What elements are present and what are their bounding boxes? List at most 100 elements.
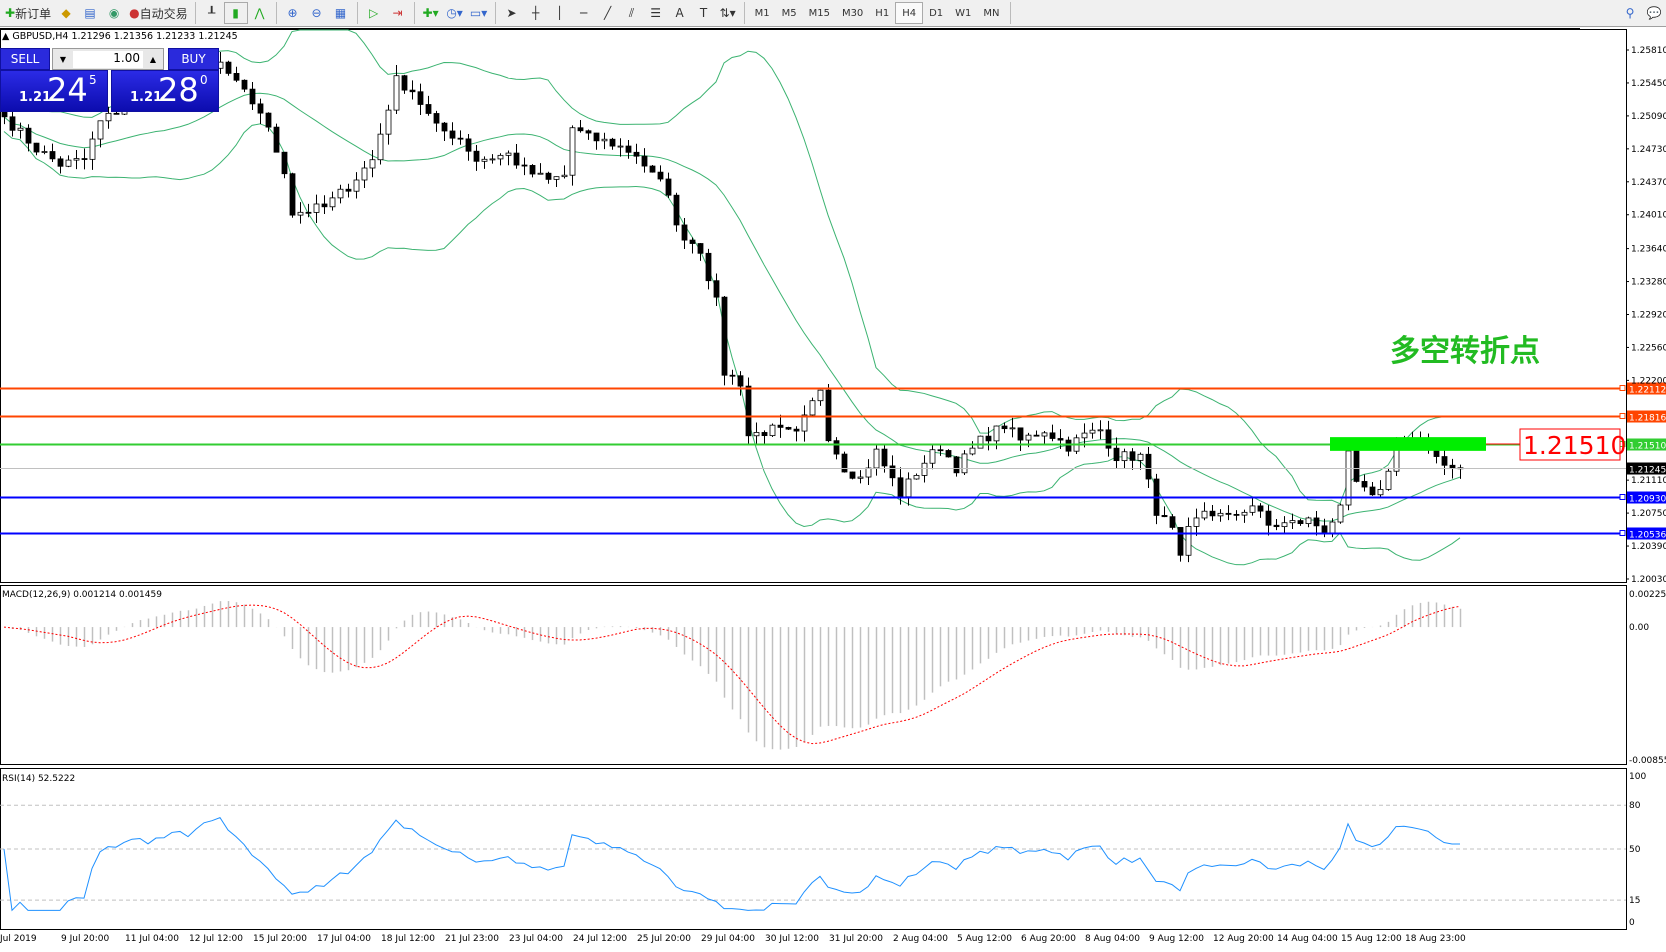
bar-chart-icon[interactable]: ┸	[207, 6, 216, 20]
candle-body	[1273, 524, 1280, 528]
candle-body	[369, 159, 376, 169]
periods-icon[interactable]: ◷▾	[446, 6, 463, 20]
sell-price[interactable]: 1.21 24 5	[0, 70, 108, 112]
candle-body	[457, 137, 464, 140]
candle-body	[697, 243, 704, 254]
candle	[505, 150, 512, 166]
crosshair-icon[interactable]: ┼	[531, 6, 540, 20]
templates-icon[interactable]: ▭▾	[469, 6, 488, 20]
candle	[1065, 436, 1072, 457]
tile-windows-icon[interactable]: ▦	[334, 6, 347, 20]
candle-body	[513, 152, 520, 166]
signals-icon[interactable]: ◉	[108, 6, 120, 20]
trendline-icon[interactable]: ╱	[603, 6, 612, 20]
candle-body	[857, 476, 864, 479]
zoom-in-icon[interactable]: ⊕	[287, 6, 298, 20]
buy-button[interactable]: BUY	[168, 48, 219, 70]
equidistant-channel-icon[interactable]: ⫽	[628, 5, 635, 20]
candle-body	[265, 112, 272, 128]
sell-button[interactable]: SELL	[0, 48, 50, 70]
time-label: 14 Aug 04:00	[1277, 934, 1338, 944]
lot-input[interactable]: 1.00	[73, 51, 143, 68]
candle-body	[273, 126, 280, 153]
candle	[913, 473, 920, 480]
candle	[377, 123, 384, 165]
main-panel-frame	[0, 29, 1627, 583]
line-chart-icon[interactable]: ⋀	[254, 6, 265, 20]
horizontal-line-icon[interactable]: ─	[579, 6, 588, 20]
candle-body	[425, 104, 432, 114]
candle	[569, 125, 576, 186]
candle-body	[1057, 438, 1064, 441]
candle-body	[1033, 434, 1040, 437]
chart-shift-icon[interactable]: ⇥	[392, 6, 403, 20]
candle	[433, 110, 440, 132]
history-icon[interactable]: ▤	[84, 6, 96, 20]
candle-body	[585, 130, 592, 134]
candle-body	[1209, 510, 1216, 517]
candle-body	[569, 127, 576, 176]
candle-body	[1121, 451, 1128, 462]
candle	[513, 144, 520, 169]
candlestick-icon[interactable]: ▮	[223, 2, 248, 24]
divider	[1009, 2, 1011, 24]
candle	[1113, 437, 1120, 469]
candle-body	[777, 424, 784, 428]
lot-decrease-button[interactable]: ▼	[59, 55, 67, 64]
candle	[41, 145, 48, 155]
candle-body	[889, 465, 896, 479]
vertical-line-icon[interactable]: │	[555, 6, 564, 20]
current-price-tag	[1627, 462, 1666, 475]
timeframe-m30[interactable]: M30	[841, 7, 864, 19]
candle	[385, 104, 392, 145]
candle-body	[1337, 504, 1344, 523]
buy-price[interactable]: 1.21 28 0	[111, 70, 219, 112]
sell-price-prefix: 1.21	[19, 90, 52, 105]
candle-body	[33, 142, 40, 153]
cursor-icon[interactable]: ➤	[506, 6, 517, 20]
timeframe-h1[interactable]: H1	[875, 7, 890, 19]
zoom-out-icon[interactable]: ⊖	[311, 6, 322, 20]
timeframe-m1[interactable]: M1	[754, 7, 770, 19]
candle	[1281, 516, 1288, 533]
timeframe-w1[interactable]: W1	[955, 7, 972, 19]
search-icon[interactable]: ⚲	[1625, 6, 1635, 20]
candle	[705, 248, 712, 290]
candle-body	[305, 211, 312, 214]
candle	[425, 95, 432, 116]
text-icon[interactable]: A	[675, 6, 684, 20]
timeframe-h4[interactable]: H4	[895, 2, 924, 24]
candle-body	[961, 453, 968, 474]
timeframe-d1[interactable]: D1	[929, 7, 944, 19]
time-label: 5 Aug 12:00	[957, 934, 1012, 944]
time-label: 23 Jul 04:00	[509, 934, 563, 944]
chart-window[interactable]: 1.22112 1.21816 1.21510 1.20930 1.20536 1.258…	[0, 28, 1666, 952]
candle-body	[905, 478, 912, 498]
time-label: 11 Jul 04:00	[125, 934, 179, 944]
rsi-axis-label: 15	[1629, 896, 1640, 906]
text-label-icon[interactable]: T	[699, 6, 708, 20]
auto-scroll-icon[interactable]: ▷	[368, 6, 379, 20]
timeframe-mn[interactable]: MN	[983, 7, 1000, 19]
candle-body	[441, 122, 448, 132]
arrows-icon[interactable]: ⇅▾	[719, 6, 736, 20]
indicators-icon[interactable]: ✚▾	[422, 6, 439, 20]
new-order-button[interactable]: ✚ 新订单	[5, 6, 52, 21]
candle-body	[241, 79, 248, 90]
market-watch-icon[interactable]: ◆	[61, 6, 71, 20]
price-plot	[1, 29, 1464, 566]
divider	[275, 2, 277, 24]
timeframe-m5[interactable]: M5	[781, 7, 797, 19]
candle	[1057, 429, 1064, 450]
lot-increase-button[interactable]: ▲	[149, 55, 157, 64]
chart-canvas[interactable]: 1.221121.218161.215101.209301.205361.258…	[0, 28, 1666, 952]
rsi-line	[3, 817, 1461, 912]
auto-trading-button[interactable]: ● 自动交易	[129, 6, 188, 21]
fibonacci-icon[interactable]: ☰	[650, 6, 661, 20]
candle-body	[249, 88, 256, 105]
candle	[537, 163, 544, 175]
candle	[1137, 452, 1144, 470]
chat-icon[interactable]: 💬	[1646, 6, 1662, 20]
timeframe-m15[interactable]: M15	[808, 7, 830, 19]
time-label: 9 Aug 12:00	[1149, 934, 1204, 944]
